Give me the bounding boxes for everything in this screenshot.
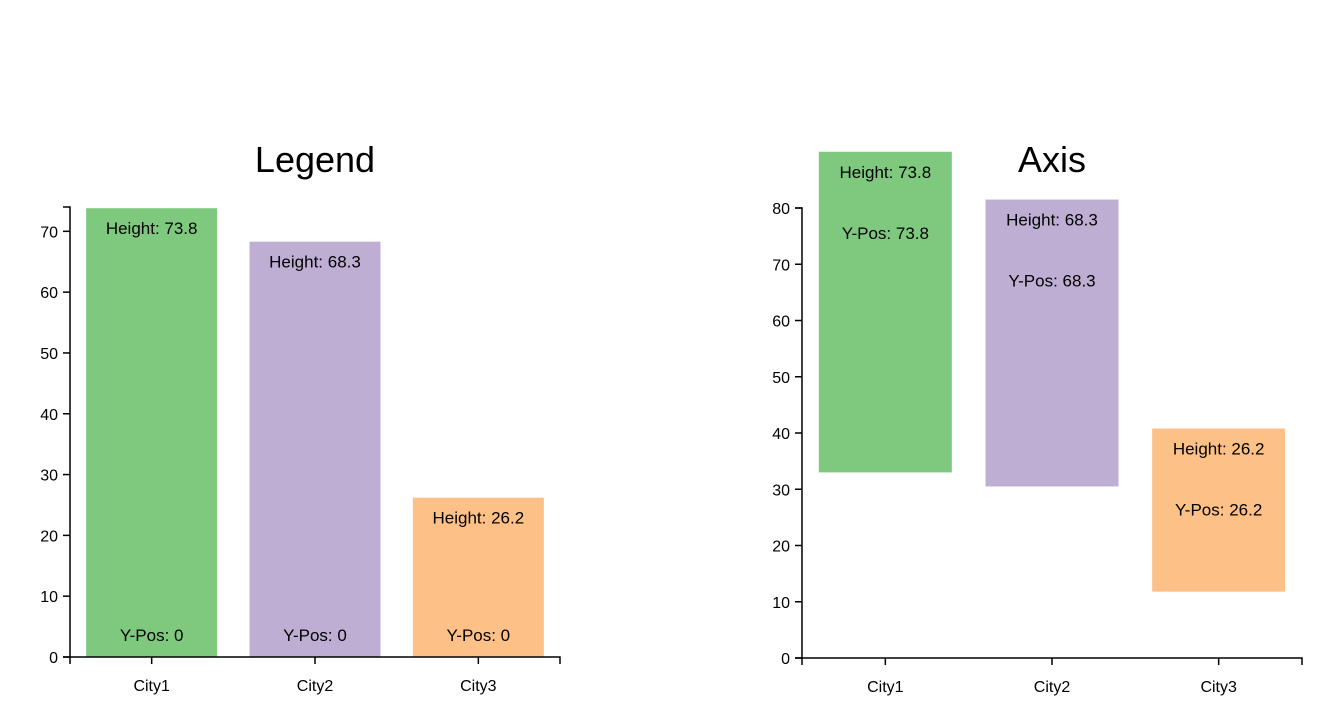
- right-bar-ypos-label: Y-Pos: 73.8: [842, 224, 929, 243]
- left-bar-height-label: Height: 73.8: [106, 219, 198, 238]
- left-x-axis: City1 City2 City3: [69, 656, 561, 695]
- right-y-tick-label: 60: [772, 314, 790, 331]
- left-bar-ypos-label: Y-Pos: 0: [283, 626, 347, 645]
- right-y-tick-label: 80: [772, 201, 790, 218]
- left-x-tick-label: City2: [297, 678, 334, 695]
- chart-legend: Height: 73.8 Y-Pos: 0 Height: 68.3 Y-Pos: 0…: [40, 139, 561, 695]
- right-x-axis: City1 City2 City3: [801, 657, 1303, 696]
- left-y-axis-line: [63, 206, 71, 658]
- right-bar-ypos-label: Y-Pos: 68.3: [1008, 272, 1095, 291]
- right-y-tick-label: 10: [772, 595, 790, 612]
- left-x-tick-label: City3: [460, 678, 497, 695]
- right-bar-city1: [818, 151, 952, 473]
- right-bars-group: Height: 73.8 Y-Pos: 73.8 Height: 68.3 Y-Pos…: [818, 151, 1286, 592]
- right-x-tick-label: City2: [1034, 679, 1071, 696]
- right-x-axis-line: [801, 657, 1303, 665]
- left-bar-ypos-label: Y-Pos: 0: [120, 626, 184, 645]
- left-y-tick-label: 30: [40, 468, 58, 485]
- right-bar-height-label: Height: 73.8: [839, 163, 931, 182]
- left-chart-title: Legend: [255, 139, 375, 180]
- right-y-tick-label: 40: [772, 426, 790, 443]
- left-y-tick-label: 40: [40, 407, 58, 424]
- left-bar-height-label: Height: 26.2: [432, 509, 524, 528]
- right-bar-city3: [1152, 428, 1286, 592]
- right-y-tick-label: 50: [772, 370, 790, 387]
- right-y-tick-label: 70: [772, 257, 790, 274]
- left-y-tick-label: 20: [40, 528, 58, 545]
- left-y-tick-label: 60: [40, 285, 58, 302]
- left-y-tick-label: 0: [49, 650, 58, 667]
- left-x-axis-line: [69, 656, 561, 664]
- left-bar-height-label: Height: 68.3: [269, 253, 361, 272]
- right-chart-title: Axis: [1018, 139, 1086, 180]
- right-bar-city2: [985, 199, 1119, 487]
- left-y-tick-label: 10: [40, 589, 58, 606]
- left-bar-city2: [249, 241, 381, 657]
- right-x-tick-label: City1: [867, 679, 904, 696]
- right-bar-height-label: Height: 68.3: [1006, 211, 1098, 230]
- left-y-axis: 0 10 20 30 40 50 60 70: [40, 206, 71, 667]
- left-bars-group: Height: 73.8 Y-Pos: 0 Height: 68.3 Y-Pos: 0…: [86, 208, 544, 657]
- right-y-tick-label: 0: [781, 651, 790, 668]
- left-y-tick-label: 50: [40, 346, 58, 363]
- right-bar-height-label: Height: 26.2: [1173, 440, 1265, 459]
- left-x-tick-label: City1: [133, 678, 170, 695]
- right-x-tick-label: City3: [1200, 679, 1237, 696]
- right-y-tick-label: 30: [772, 482, 790, 499]
- left-bar-city3: [412, 497, 544, 657]
- chart-axis: Height: 73.8 Y-Pos: 73.8 Height: 68.3 Y-Pos…: [772, 139, 1303, 696]
- right-y-axis: 0 10 20 30 40 50 60 70 80: [772, 201, 803, 668]
- right-y-tick-label: 20: [772, 539, 790, 556]
- left-y-tick-label: 70: [40, 224, 58, 241]
- left-bar-city1: [86, 208, 218, 657]
- right-bar-ypos-label: Y-Pos: 26.2: [1175, 501, 1262, 520]
- left-bar-ypos-label: Y-Pos: 0: [447, 626, 511, 645]
